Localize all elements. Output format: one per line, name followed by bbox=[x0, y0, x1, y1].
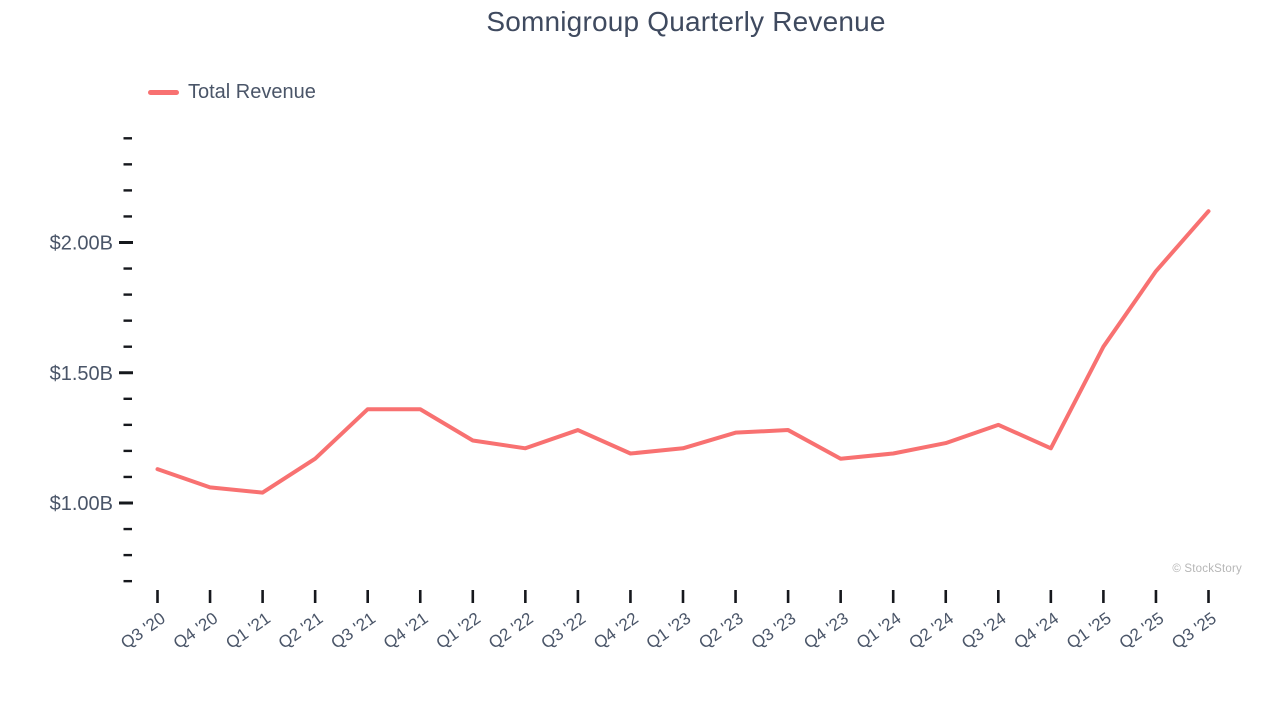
total-revenue-line bbox=[155, 209, 1211, 495]
x-axis-label: Q4 '22 bbox=[590, 609, 641, 653]
x-axis-label: Q4 '23 bbox=[800, 609, 851, 653]
x-axis-label: Q4 '20 bbox=[170, 609, 221, 653]
x-axis-label: Q1 '24 bbox=[853, 609, 904, 653]
y-axis-label: $2.00B bbox=[50, 233, 113, 255]
x-axis-label: Q2 '21 bbox=[275, 609, 326, 653]
x-axis-label: Q1 '22 bbox=[433, 609, 484, 653]
x-axis-label: Q1 '23 bbox=[643, 609, 694, 653]
x-axis-label: Q4 '24 bbox=[1011, 609, 1062, 653]
x-axis-label: Q3 '21 bbox=[327, 609, 378, 653]
x-axis-label: Q1 '25 bbox=[1063, 609, 1114, 653]
x-axis-label: Q2 '25 bbox=[1116, 609, 1167, 653]
x-axis-label: Q3 '23 bbox=[748, 609, 799, 653]
y-axis-label: $1.00B bbox=[50, 493, 113, 515]
x-axis-label: Q2 '23 bbox=[695, 609, 746, 653]
x-axis-label: Q2 '24 bbox=[906, 609, 957, 653]
legend-swatch-total-revenue bbox=[148, 90, 179, 95]
x-axis-label: Q3 '25 bbox=[1168, 609, 1219, 653]
x-axis-label: Q3 '20 bbox=[117, 609, 168, 653]
x-axis-label: Q1 '21 bbox=[222, 609, 273, 653]
stockstory-watermark: © StockStory bbox=[1172, 563, 1242, 575]
chart-title: Somnigroup Quarterly Revenue bbox=[486, 6, 886, 37]
y-axis-label: $1.50B bbox=[50, 363, 113, 385]
legend-label-total-revenue: Total Revenue bbox=[188, 81, 316, 103]
x-axis-label: Q2 '22 bbox=[485, 609, 536, 653]
x-axis-label: Q3 '22 bbox=[538, 609, 589, 653]
x-axis-label: Q4 '21 bbox=[380, 609, 431, 653]
legend: Total Revenue bbox=[148, 81, 316, 104]
x-axis-label: Q3 '24 bbox=[958, 609, 1009, 653]
